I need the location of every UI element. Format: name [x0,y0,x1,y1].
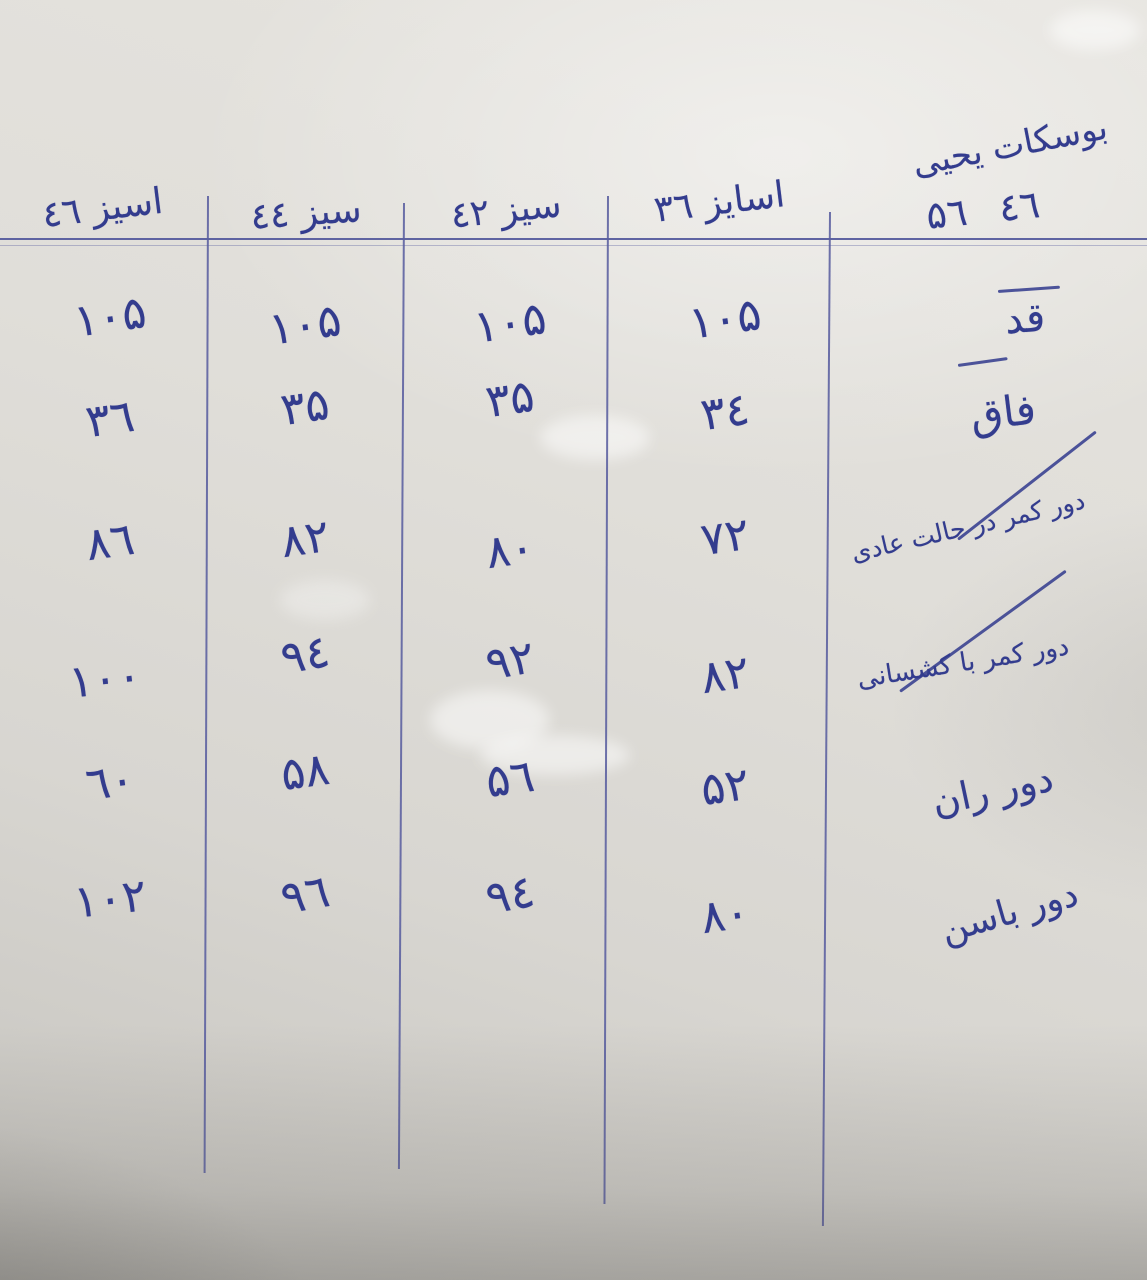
column-header-size-44: سيز ٤٤ [249,189,363,238]
cell-waist-stretch-44: ٩٤ [276,624,334,685]
cell-waist-stretch-46: ١٠٠ [66,648,144,709]
row-label-thigh: دور ران [927,755,1058,825]
table-column-line [603,195,609,1204]
column-header-size-42: سيز ٤٢ [448,184,564,237]
pen-stroke [997,285,1060,293]
cell-rise-46: ٣٦ [82,388,138,449]
table-header-line-2 [0,245,1147,246]
cell-rise-42: ٣۵ [482,368,538,429]
row-label-hip: دور باسن [936,873,1083,952]
cell-hip-42: ٩٤ [481,864,539,925]
cell-waist-normal-42: ٨٠ [482,519,538,580]
cell-length-36: ١٠۵ [685,287,765,350]
row-label-rise: فاق [967,384,1039,441]
cell-waist-normal-44: ٨٢ [277,508,333,569]
table-column-line [203,195,209,1173]
cell-rise-44: ٣۵ [277,376,333,437]
cell-hip-46: ١٠٢ [71,868,149,929]
row-label-length: قد [1003,294,1047,344]
row-label-waist-normal: دور كمر در حالت عادی [848,485,1088,568]
row-label-waist-stretch: دور كمر با كشسانی [854,631,1072,695]
table-column-line [397,202,405,1169]
cell-length-44: ١٠۵ [265,293,345,356]
cell-thigh-42: ۵٦ [482,748,538,809]
table-header-line [0,238,1147,240]
pen-stroke [957,357,1008,367]
cell-thigh-46: ٦٠ [82,751,138,812]
paper-crease [280,580,370,620]
cell-length-46: ١٠۵ [70,285,150,348]
cell-waist-stretch-42: ٩٢ [481,630,539,691]
cell-waist-stretch-36: ٨٢ [697,644,753,705]
cell-hip-44: ٩٦ [276,864,334,925]
cell-thigh-44: ۵٨ [277,741,333,802]
cell-waist-normal-46: ٨٦ [82,511,138,572]
cell-length-42: ١٠۵ [470,291,550,354]
cell-waist-normal-36: ٧٢ [697,506,753,567]
cell-hip-36: ٨٠ [697,884,753,945]
cell-thigh-36: ۵٢ [697,756,753,817]
paper-crease [1050,10,1140,50]
column-header-size-36: اسايز ٣٦ [651,174,788,231]
paper-crease [540,415,650,460]
column-header-size-46: اسيز ٤٦ [39,180,166,237]
table-column-line [821,211,831,1226]
paper-crease [430,690,550,750]
cell-rise-36: ٣٤ [697,381,753,442]
